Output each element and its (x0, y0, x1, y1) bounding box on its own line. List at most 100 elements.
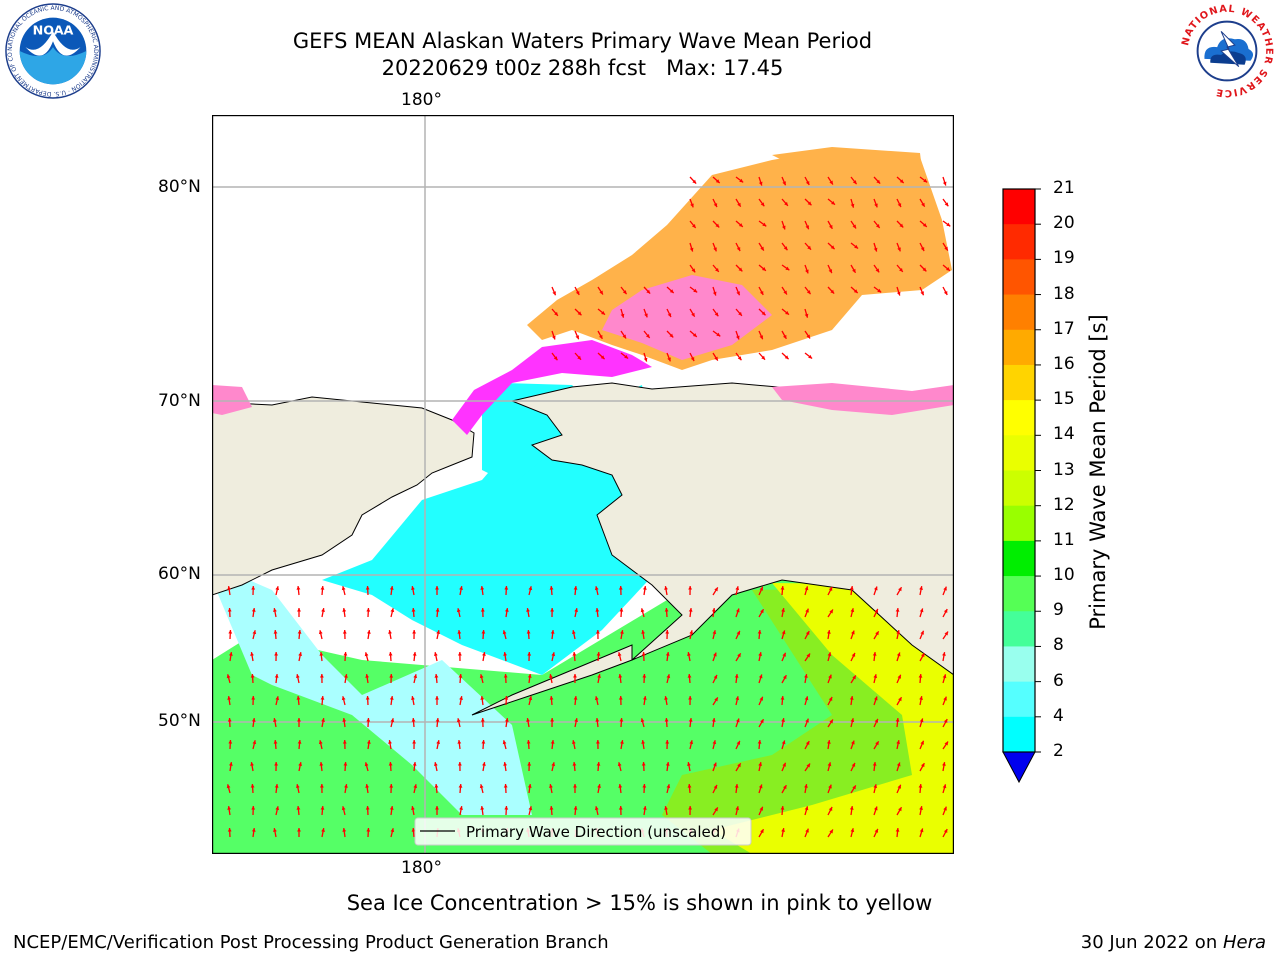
wave-arrow-head (550, 608, 555, 612)
wave-arrow-head (781, 718, 785, 722)
wave-arrow-head (599, 290, 603, 295)
wave-arrow-head (526, 630, 531, 634)
wave-arrow-head (942, 652, 946, 656)
wave-arrow-head (711, 608, 716, 612)
wave-arrow-head (873, 806, 878, 811)
wave-arrow-head (595, 608, 600, 612)
wave-arrow-head (942, 762, 946, 766)
wave-arrow-head (411, 696, 415, 700)
wave-arrow-head (782, 652, 786, 657)
colorbar-segment (1003, 646, 1035, 683)
wave-arrow-head (688, 608, 693, 612)
wave-arrow-head (782, 181, 786, 186)
wave-arrow-head (366, 740, 371, 744)
wave-arrow-head (944, 741, 949, 746)
wave-arrow-head (574, 608, 579, 613)
wave-arrow-head (389, 784, 394, 788)
wave-arrow-head (273, 718, 277, 722)
wave-arrow-head (851, 762, 856, 767)
wave-arrow-head (712, 740, 717, 745)
wave-arrow-head (713, 784, 718, 789)
wave-arrow-head (388, 652, 393, 656)
wave-arrow-head (665, 652, 670, 656)
wave-arrow-head (642, 696, 647, 700)
colorbar-tick-label: 2 (1053, 741, 1064, 761)
wave-arrow-head (275, 586, 280, 591)
wave-arrow-head (805, 718, 809, 723)
wave-arrow-head (806, 653, 811, 658)
colorbar-segment (1003, 329, 1035, 366)
wave-arrow-head (618, 586, 623, 590)
wave-arrow-head (458, 674, 463, 678)
wave-arrow-head (943, 609, 948, 614)
wave-arrow-head (828, 269, 833, 274)
wave-arrow-head (692, 179, 697, 184)
wave-arrow-head (829, 180, 833, 185)
wave-arrow-head (943, 829, 948, 834)
wave-arrow-head (549, 784, 553, 788)
wave-arrow-head (618, 784, 623, 788)
wave-arrow-head (734, 784, 739, 788)
wave-arrow-head (595, 630, 600, 634)
wave-arrow-head (342, 740, 347, 744)
wave-arrow-head (273, 630, 278, 634)
chart-subtitle: 20220629 t00z 288h fcst Max: 17.45 (381, 56, 784, 80)
wave-arrow-head (874, 203, 878, 208)
lat-label-60: 60°N (158, 564, 201, 584)
wave-arrow-head (319, 652, 324, 656)
wave-arrow-head (736, 630, 741, 635)
wave-arrow-head (691, 224, 696, 228)
wave-arrow-head (480, 696, 485, 700)
wave-arrow-head (250, 762, 254, 766)
colorbar-tick-label: 9 (1053, 600, 1064, 621)
wave-period-map: Primary Wave Direction (unscaled) (212, 115, 954, 854)
colorbar-segment (1003, 224, 1035, 260)
wave-arrow-head (875, 268, 880, 273)
wave-arrow-head (554, 311, 558, 316)
wave-arrow-head (942, 181, 947, 186)
wave-arrow-head (711, 718, 716, 722)
wave-arrow-head (851, 740, 855, 745)
wave-arrow-head (436, 740, 441, 745)
wave-arrow-head (503, 652, 508, 656)
wave-arrow-head (922, 223, 927, 227)
wave-arrow-head (366, 828, 371, 832)
wave-arrow-head (873, 784, 878, 789)
colorbar-tick-label: 8 (1053, 635, 1064, 656)
wave-arrow-head (528, 696, 533, 701)
colorbar-tick-label: 16 (1053, 353, 1075, 374)
wave-arrow-head (617, 762, 622, 767)
wave-arrow-head (343, 652, 348, 656)
colorbar-segment (1003, 611, 1035, 647)
wave-arrow-head (273, 828, 277, 832)
wave-arrow-head (456, 718, 461, 723)
noaa-logo: NATIONAL OCEANIC AND ATMOSPHERIC ADMINIS… (4, 2, 101, 99)
wave-arrow-head (783, 290, 787, 295)
wave-arrow-head (436, 630, 441, 635)
wave-arrow-head (227, 828, 232, 832)
land-asia (212, 396, 475, 596)
wave-arrow-head (598, 334, 603, 339)
wave-arrow-head (804, 674, 808, 678)
wave-arrow-head (713, 674, 718, 679)
wave-arrow-head (690, 203, 694, 208)
wave-arrow-head (551, 335, 556, 340)
wave-arrow-head (574, 718, 579, 723)
wave-arrow-head (852, 224, 857, 229)
wave-arrow-head (618, 806, 623, 810)
colorbar-tick-label: 14 (1053, 424, 1075, 445)
wave-arrow-head (899, 179, 904, 184)
wave-arrow-head (735, 608, 740, 613)
wave-arrow-head (480, 718, 485, 722)
wave-arrow-head (321, 828, 325, 832)
map-frame (212, 115, 954, 854)
wave-arrow-head (482, 652, 486, 656)
wave-arrow-head (250, 674, 255, 678)
wave-arrow-head (896, 291, 901, 296)
wave-arrow-head (946, 222, 951, 227)
wave-arrow-head (805, 180, 810, 185)
nws-logo: NATIONAL WEATHER SERVICE (1179, 4, 1275, 98)
wave-arrow-head (920, 763, 925, 768)
wave-arrow-head (366, 630, 371, 634)
wave-arrow-head (781, 828, 785, 832)
